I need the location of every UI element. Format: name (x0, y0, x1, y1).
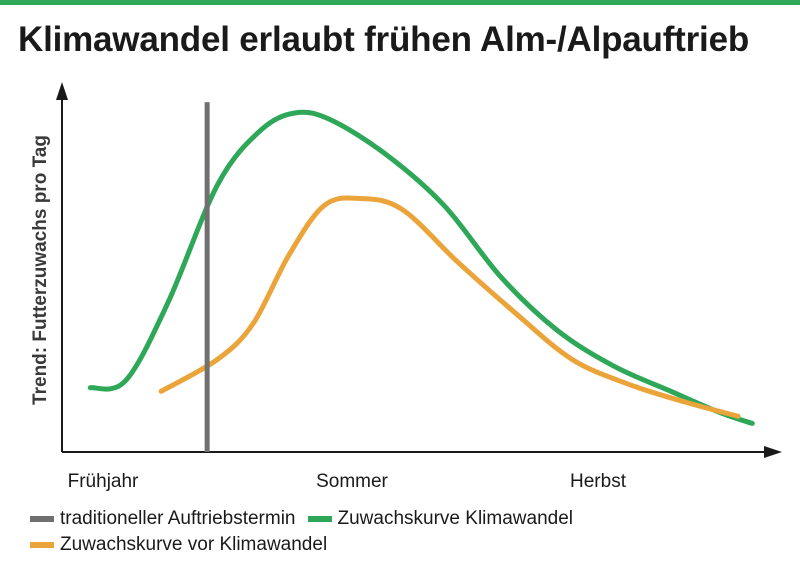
series-group (87, 102, 755, 452)
legend-swatch-klimawandel (307, 516, 332, 522)
series-line-vor-klimawandel (158, 195, 741, 419)
x-tick-label: Sommer (316, 471, 388, 492)
legend-label-vor-klimawandel: Zuwachskurve vor Klimawandel (60, 534, 328, 555)
x-tick-label: Herbst (570, 471, 627, 492)
legend-swatch-auftriebstermin (30, 516, 54, 522)
axes (56, 82, 782, 458)
legend-row-2: Zuwachskurve vor Klimawandel (30, 534, 327, 556)
y-axis-arrow (56, 82, 68, 100)
y-axis-label: Trend: Futterzuwachs pro Tag (30, 135, 51, 405)
x-axis-arrow (764, 446, 782, 458)
x-tick-label: Frühjahr (68, 471, 139, 492)
legend-row-1: traditioneller Auftriebstermin Zuwachsku… (30, 508, 573, 530)
x-tick-labels: Frühjahr Sommer Herbst (68, 471, 627, 492)
top-accent-bar (0, 0, 800, 5)
legend-swatch-vor-klimawandel (30, 542, 54, 548)
series-line-klimawandel (87, 109, 755, 426)
chart-title: Klimawandel erlaubt frühen Alm-/Alpauftr… (18, 20, 750, 59)
legend-label-klimawandel: Zuwachskurve Klimawandel (337, 508, 574, 529)
legend-label-auftriebstermin: traditioneller Auftriebstermin (60, 508, 296, 529)
